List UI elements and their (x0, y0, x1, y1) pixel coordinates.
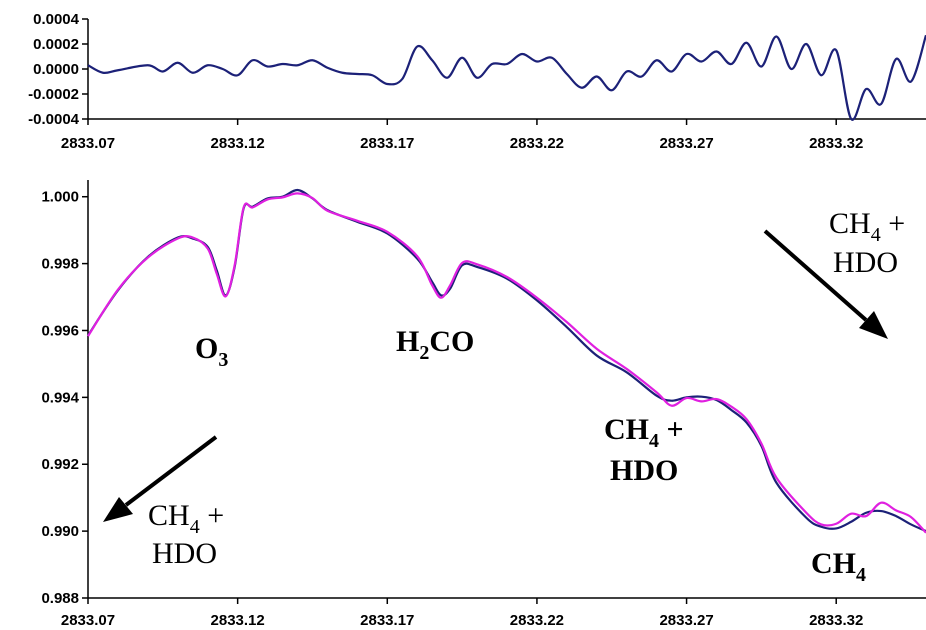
annotation-o3: O3 (195, 332, 228, 371)
annotation-ch4-hdo-topright-line2: HDO (833, 246, 898, 279)
bot-ytick-label: 1.000 (41, 189, 79, 206)
bot-ytick-label: 0.992 (41, 456, 79, 473)
bot-xtick-label: 2833.27 (659, 612, 713, 629)
arrow-down-right (763, 229, 888, 339)
top-ytick-label: 0.0004 (33, 11, 80, 28)
top-ytick-label: -0.0002 (28, 86, 79, 103)
bot-ytick-label: 0.998 (41, 256, 79, 273)
top-ytick-label: 0.0000 (33, 61, 79, 78)
annotation-ch4-hdo-topright-line1: CH4 + (829, 207, 905, 246)
bot-xtick-label: 2833.12 (211, 612, 265, 629)
arrow-down-left (103, 435, 218, 522)
spectrum-panel: 0.988 0.990 0.992 0.994 0.996 0.998 1.000 2833… (41, 180, 926, 629)
bot-xtick-label: 2833.32 (809, 612, 863, 629)
bot-xtick-label: 2833.22 (510, 612, 564, 629)
annotation-ch4-hdo-mid-line2: HDO (610, 454, 678, 487)
bot-ytick-label: 0.988 (41, 590, 79, 607)
top-ytick-label: -0.0004 (28, 111, 80, 128)
bot-ytick-label: 0.994 (41, 389, 79, 406)
annotation-ch4-hdo-mid-line1: CH4 + (604, 413, 684, 452)
residual-panel: -0.0004 -0.0002 0.0000 0.0002 0.0004 2833.07… (28, 11, 926, 152)
bot-xtick-label: 2833.07 (61, 612, 115, 629)
top-xtick-label: 2833.27 (659, 135, 713, 152)
top-xtick-label: 2833.07 (61, 135, 115, 152)
annotation-ch4-hdo-left-line2: HDO (152, 537, 217, 570)
bot-series-line-1 (87, 192, 926, 534)
bot-xtick-label: 2833.17 (360, 612, 414, 629)
top-series-line-0 (87, 34, 926, 121)
bot-ytick-label: 0.996 (41, 322, 79, 339)
top-xtick-label: 2833.17 (360, 135, 414, 152)
top-xtick-label: 2833.32 (809, 135, 863, 152)
top-xtick-label: 2833.12 (211, 135, 265, 152)
annotation-ch4-hdo-left-line1: CH4 + (148, 499, 224, 538)
bot-ytick-label: 0.990 (41, 523, 79, 540)
annotation-ch4-right: CH4 (811, 547, 866, 586)
top-ytick-label: 0.0002 (33, 36, 79, 53)
annotation-h2co: H2CO (396, 325, 474, 364)
top-xtick-label: 2833.22 (510, 135, 564, 152)
